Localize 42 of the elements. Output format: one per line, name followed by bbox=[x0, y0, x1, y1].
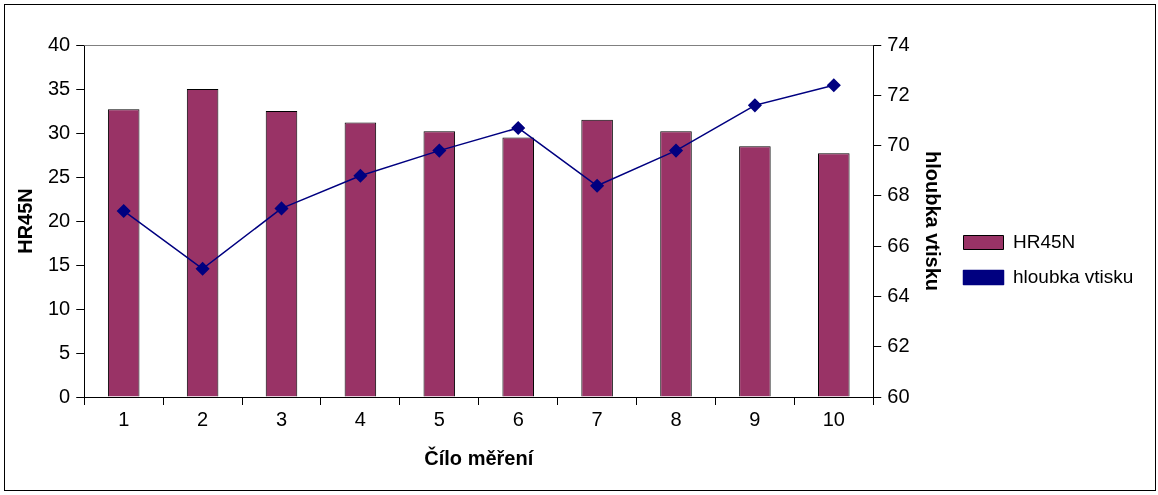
x-tick-label: 4 bbox=[354, 407, 366, 430]
y-tick-label: 35 bbox=[48, 76, 71, 99]
point bbox=[195, 262, 210, 276]
point bbox=[669, 143, 683, 158]
y2-tick-label: 74 bbox=[887, 32, 910, 55]
y-axis-title: HR45N bbox=[13, 188, 36, 254]
legend-label: hloubka vtisku bbox=[1013, 265, 1134, 287]
y2-tick-label: 68 bbox=[887, 183, 910, 206]
y2-tick-label: 72 bbox=[887, 82, 910, 105]
x-tick-label: 10 bbox=[822, 407, 845, 430]
y2-axis-title: hloubka vtisku bbox=[921, 150, 944, 292]
x-tick-label: 5 bbox=[433, 407, 445, 430]
y-tick-label: 30 bbox=[48, 120, 71, 143]
point bbox=[274, 201, 289, 216]
point bbox=[748, 98, 762, 113]
point bbox=[827, 78, 841, 92]
point bbox=[590, 179, 604, 193]
x-tick-label: 6 bbox=[512, 407, 524, 430]
x-tick-label: 9 bbox=[749, 407, 761, 430]
y-tick-label: 40 bbox=[48, 32, 71, 55]
y-tick-label: 5 bbox=[59, 340, 71, 363]
x-tick-label: 8 bbox=[670, 407, 682, 430]
x-tick-label: 1 bbox=[118, 407, 130, 430]
y-tick-label: 25 bbox=[48, 164, 71, 187]
y2-tick-label: 66 bbox=[887, 233, 910, 256]
y-tick-label: 0 bbox=[59, 384, 71, 407]
y2-tick-label: 70 bbox=[887, 133, 910, 156]
y2-tick-label: 64 bbox=[887, 283, 910, 306]
point bbox=[353, 168, 368, 183]
y-tick-label: 10 bbox=[48, 296, 71, 319]
x-axis-title: Čílo měření bbox=[424, 445, 535, 469]
y2-tick-label: 60 bbox=[887, 384, 910, 407]
point bbox=[511, 121, 525, 135]
x-tick-label: 2 bbox=[197, 407, 209, 430]
y2-tick-label: 62 bbox=[887, 334, 910, 357]
point bbox=[432, 143, 447, 158]
legend-label: HR45N bbox=[1013, 230, 1076, 252]
y-tick-label: 15 bbox=[48, 252, 71, 275]
y-tick-label: 20 bbox=[48, 208, 71, 231]
point bbox=[116, 204, 131, 218]
x-tick-label: 7 bbox=[591, 407, 603, 430]
x-tick-label: 3 bbox=[275, 407, 288, 430]
